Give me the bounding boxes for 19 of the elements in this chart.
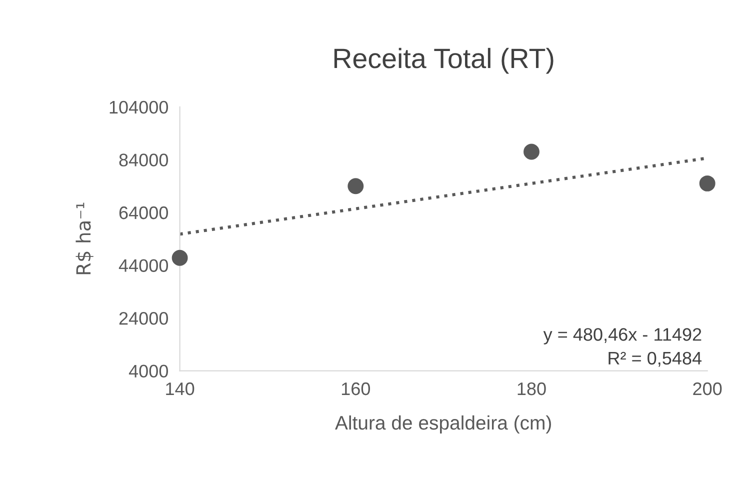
x-tick-label: 200	[693, 382, 722, 396]
y-tick-label: 44000	[118, 259, 168, 272]
annotation: y = 480,46x - 11492	[543, 328, 702, 344]
point	[172, 250, 188, 266]
y-tick-label: 24000	[119, 312, 168, 325]
point	[699, 175, 716, 192]
x-tick-label: 180	[518, 382, 546, 396]
x-tick-label: 160	[342, 382, 370, 396]
y-tick-label: 64000	[119, 206, 168, 220]
y-tick-label: 4000	[128, 364, 168, 378]
y-tick-label: 84000	[119, 154, 168, 166]
chart-title: Receita Total (RT)	[334, 48, 554, 74]
x-axis-title: Altura de espaldeira (cm)	[335, 415, 551, 434]
point	[524, 144, 540, 160]
annotation: R² = 0,5484	[608, 352, 702, 367]
y-axis-title: R$ ha⁻¹	[76, 202, 94, 274]
x-tick-label: 140	[166, 382, 194, 396]
y-tick-label: 104000	[110, 100, 168, 114]
point	[348, 178, 364, 194]
